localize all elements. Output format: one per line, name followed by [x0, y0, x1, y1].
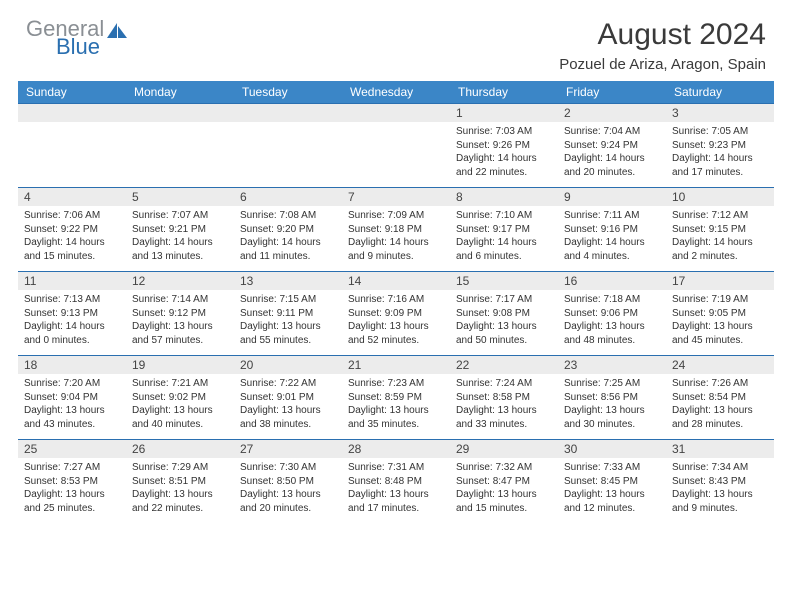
- detail-row: Sunrise: 7:03 AMSunset: 9:26 PMDaylight:…: [18, 122, 774, 187]
- day-number: 17: [666, 271, 774, 290]
- daynum-row: 11121314151617: [18, 271, 774, 290]
- detail-row: Sunrise: 7:20 AMSunset: 9:04 PMDaylight:…: [18, 374, 774, 439]
- day-detail: Sunrise: 7:34 AMSunset: 8:43 PMDaylight:…: [666, 458, 774, 523]
- day-detail: Sunrise: 7:12 AMSunset: 9:15 PMDaylight:…: [666, 206, 774, 271]
- day-number: 27: [234, 439, 342, 458]
- day-detail: Sunrise: 7:10 AMSunset: 9:17 PMDaylight:…: [450, 206, 558, 271]
- day-detail: Sunrise: 7:05 AMSunset: 9:23 PMDaylight:…: [666, 122, 774, 187]
- day-number: 23: [558, 355, 666, 374]
- detail-row: Sunrise: 7:06 AMSunset: 9:22 PMDaylight:…: [18, 206, 774, 271]
- day-detail: Sunrise: 7:25 AMSunset: 8:56 PMDaylight:…: [558, 374, 666, 439]
- day-detail: Sunrise: 7:30 AMSunset: 8:50 PMDaylight:…: [234, 458, 342, 523]
- day-detail: Sunrise: 7:22 AMSunset: 9:01 PMDaylight:…: [234, 374, 342, 439]
- day-header-row: SundayMondayTuesdayWednesdayThursdayFrid…: [18, 81, 774, 103]
- day-detail: Sunrise: 7:07 AMSunset: 9:21 PMDaylight:…: [126, 206, 234, 271]
- day-number: 16: [558, 271, 666, 290]
- day-detail: Sunrise: 7:08 AMSunset: 9:20 PMDaylight:…: [234, 206, 342, 271]
- day-number: 4: [18, 187, 126, 206]
- day-number: 18: [18, 355, 126, 374]
- daynum-row: 18192021222324: [18, 355, 774, 374]
- day-detail: [234, 122, 342, 187]
- day-number: 30: [558, 439, 666, 458]
- day-detail: Sunrise: 7:03 AMSunset: 9:26 PMDaylight:…: [450, 122, 558, 187]
- day-header: Sunday: [18, 81, 126, 103]
- day-detail: Sunrise: 7:18 AMSunset: 9:06 PMDaylight:…: [558, 290, 666, 355]
- day-number: 11: [18, 271, 126, 290]
- day-number: 29: [450, 439, 558, 458]
- calendar: SundayMondayTuesdayWednesdayThursdayFrid…: [0, 81, 792, 523]
- day-detail: Sunrise: 7:26 AMSunset: 8:54 PMDaylight:…: [666, 374, 774, 439]
- day-number: 1: [450, 103, 558, 122]
- day-number: 9: [558, 187, 666, 206]
- day-detail: Sunrise: 7:21 AMSunset: 9:02 PMDaylight:…: [126, 374, 234, 439]
- day-detail: Sunrise: 7:06 AMSunset: 9:22 PMDaylight:…: [18, 206, 126, 271]
- daynum-row: 45678910: [18, 187, 774, 206]
- day-detail: Sunrise: 7:09 AMSunset: 9:18 PMDaylight:…: [342, 206, 450, 271]
- day-number: 15: [450, 271, 558, 290]
- day-detail: [126, 122, 234, 187]
- day-detail: Sunrise: 7:16 AMSunset: 9:09 PMDaylight:…: [342, 290, 450, 355]
- detail-row: Sunrise: 7:27 AMSunset: 8:53 PMDaylight:…: [18, 458, 774, 523]
- day-number: 24: [666, 355, 774, 374]
- day-detail: Sunrise: 7:24 AMSunset: 8:58 PMDaylight:…: [450, 374, 558, 439]
- day-header: Monday: [126, 81, 234, 103]
- day-number: 31: [666, 439, 774, 458]
- location: Pozuel de Ariza, Aragon, Spain: [559, 56, 766, 73]
- day-number: 3: [666, 103, 774, 122]
- detail-row: Sunrise: 7:13 AMSunset: 9:13 PMDaylight:…: [18, 290, 774, 355]
- day-detail: [342, 122, 450, 187]
- day-header: Wednesday: [342, 81, 450, 103]
- day-number: 8: [450, 187, 558, 206]
- day-number: 5: [126, 187, 234, 206]
- month-title: August 2024: [559, 18, 766, 52]
- day-detail: Sunrise: 7:23 AMSunset: 8:59 PMDaylight:…: [342, 374, 450, 439]
- day-detail: Sunrise: 7:20 AMSunset: 9:04 PMDaylight:…: [18, 374, 126, 439]
- day-number: 19: [126, 355, 234, 374]
- day-header: Saturday: [666, 81, 774, 103]
- day-detail: Sunrise: 7:14 AMSunset: 9:12 PMDaylight:…: [126, 290, 234, 355]
- day-number: 10: [666, 187, 774, 206]
- day-number: 2: [558, 103, 666, 122]
- day-number: 21: [342, 355, 450, 374]
- day-number: [18, 103, 126, 122]
- day-number: 22: [450, 355, 558, 374]
- day-detail: [18, 122, 126, 187]
- title-block: August 2024 Pozuel de Ariza, Aragon, Spa…: [559, 18, 766, 73]
- day-number: [126, 103, 234, 122]
- day-number: [342, 103, 450, 122]
- logo: GeneralBlue: [26, 18, 129, 58]
- day-number: 13: [234, 271, 342, 290]
- day-detail: Sunrise: 7:31 AMSunset: 8:48 PMDaylight:…: [342, 458, 450, 523]
- day-detail: Sunrise: 7:29 AMSunset: 8:51 PMDaylight:…: [126, 458, 234, 523]
- daynum-row: 25262728293031: [18, 439, 774, 458]
- day-number: 20: [234, 355, 342, 374]
- day-number: 26: [126, 439, 234, 458]
- day-detail: Sunrise: 7:19 AMSunset: 9:05 PMDaylight:…: [666, 290, 774, 355]
- day-number: 6: [234, 187, 342, 206]
- day-detail: Sunrise: 7:04 AMSunset: 9:24 PMDaylight:…: [558, 122, 666, 187]
- day-number: [234, 103, 342, 122]
- day-detail: Sunrise: 7:27 AMSunset: 8:53 PMDaylight:…: [18, 458, 126, 523]
- day-number: 14: [342, 271, 450, 290]
- day-number: 25: [18, 439, 126, 458]
- day-detail: Sunrise: 7:32 AMSunset: 8:47 PMDaylight:…: [450, 458, 558, 523]
- day-number: 12: [126, 271, 234, 290]
- day-detail: Sunrise: 7:11 AMSunset: 9:16 PMDaylight:…: [558, 206, 666, 271]
- day-header: Friday: [558, 81, 666, 103]
- day-detail: Sunrise: 7:15 AMSunset: 9:11 PMDaylight:…: [234, 290, 342, 355]
- header: GeneralBlue August 2024 Pozuel de Ariza,…: [0, 0, 792, 81]
- daynum-row: 123: [18, 103, 774, 122]
- day-number: 28: [342, 439, 450, 458]
- day-number: 7: [342, 187, 450, 206]
- day-detail: Sunrise: 7:13 AMSunset: 9:13 PMDaylight:…: [18, 290, 126, 355]
- day-header: Tuesday: [234, 81, 342, 103]
- day-detail: Sunrise: 7:33 AMSunset: 8:45 PMDaylight:…: [558, 458, 666, 523]
- day-detail: Sunrise: 7:17 AMSunset: 9:08 PMDaylight:…: [450, 290, 558, 355]
- day-header: Thursday: [450, 81, 558, 103]
